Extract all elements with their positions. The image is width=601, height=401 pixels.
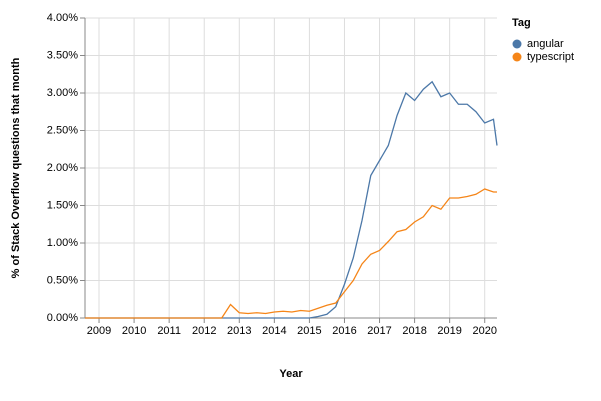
y-axis-title: % of Stack Overflow questions that month bbox=[10, 57, 22, 278]
y-tick-label: 2.50% bbox=[47, 124, 78, 136]
x-tick-label: 2016 bbox=[332, 325, 356, 337]
line bbox=[85, 80, 498, 319]
y-tick-label: 1.50% bbox=[47, 199, 78, 211]
y-tick-label: 0.50% bbox=[47, 274, 78, 286]
legend-symbol bbox=[512, 39, 522, 49]
x-tick-label: 2018 bbox=[402, 325, 426, 337]
x-tick-label: 2017 bbox=[367, 325, 391, 337]
y-tick-label: 2.00% bbox=[47, 162, 78, 174]
y-tick-label: 0.00% bbox=[47, 312, 78, 324]
x-tick-label: 2009 bbox=[87, 325, 111, 337]
x-axis-title: Year bbox=[279, 368, 303, 380]
x-tick-label: 2012 bbox=[192, 325, 216, 337]
legend-symbol bbox=[512, 52, 522, 62]
line bbox=[85, 188, 497, 319]
legend-label: angular bbox=[527, 38, 564, 50]
y-tick-label: 4.00% bbox=[47, 12, 78, 24]
x-tick-label: 2015 bbox=[297, 325, 321, 337]
legend-title: Tag bbox=[512, 17, 531, 29]
y-tick-label: 1.00% bbox=[47, 237, 78, 249]
x-tick-label: 2014 bbox=[262, 325, 286, 337]
x-tick-label: 2020 bbox=[472, 325, 496, 337]
y-tick-label: 3.00% bbox=[47, 87, 78, 99]
x-tick-label: 2010 bbox=[122, 325, 146, 337]
x-tick-label: 2019 bbox=[437, 325, 461, 337]
legend-label: typescript bbox=[527, 51, 574, 63]
x-tick-label: 2011 bbox=[157, 325, 181, 337]
x-tick-label: 2013 bbox=[227, 325, 251, 337]
y-tick-label: 3.50% bbox=[47, 49, 78, 61]
